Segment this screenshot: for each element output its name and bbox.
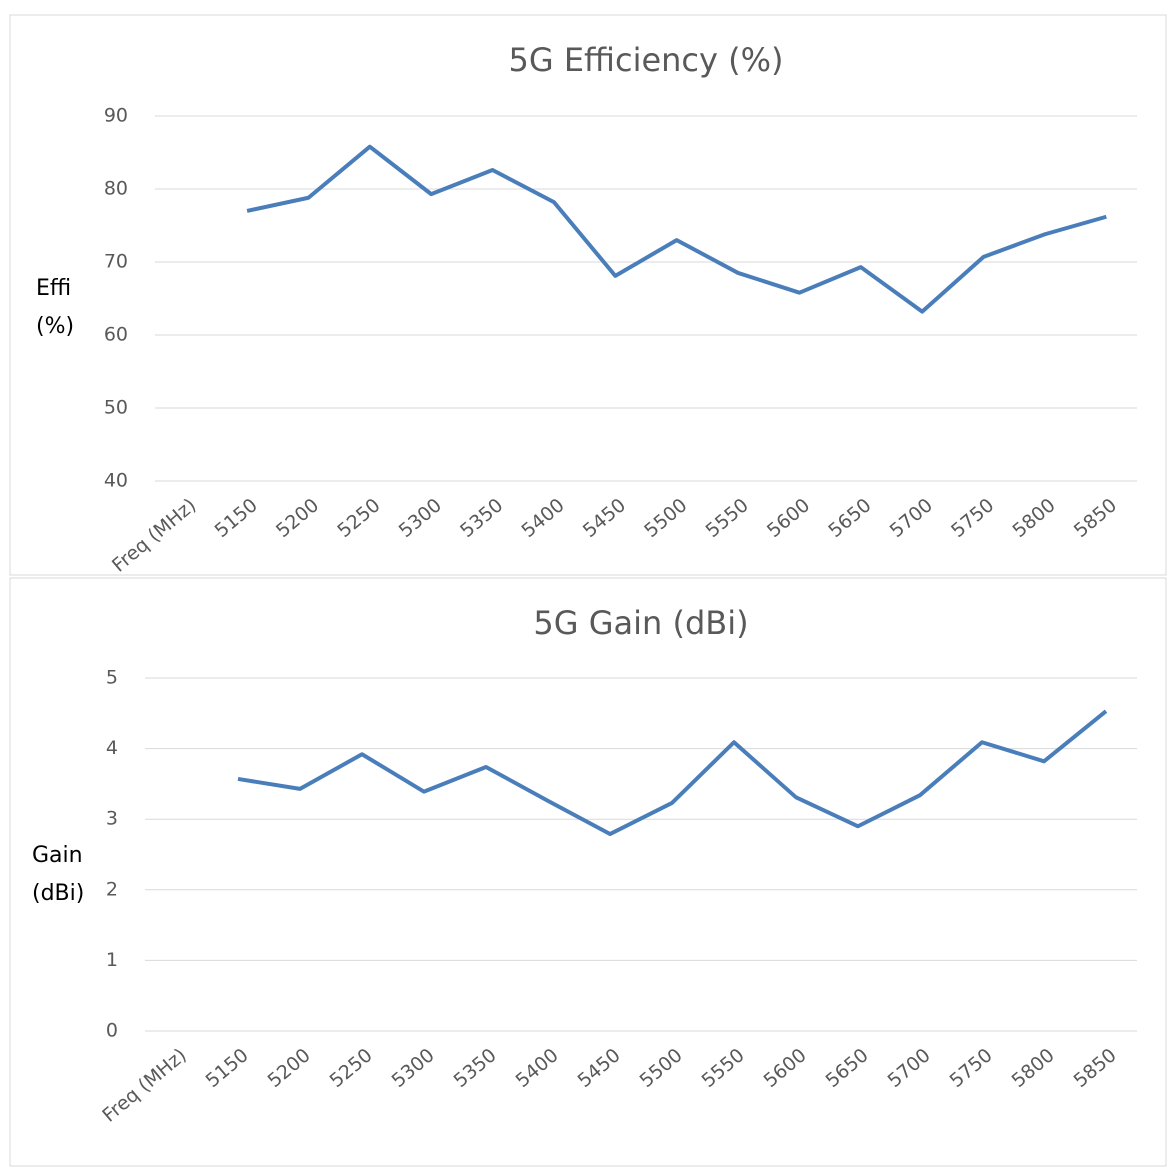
data-line bbox=[237, 709, 1108, 837]
y-axis-label: (dBi) bbox=[32, 881, 84, 906]
y-tick-label: 70 bbox=[104, 251, 128, 273]
y-tick-label: 1 bbox=[106, 949, 118, 971]
chart-title: 5G Gain (dBi) bbox=[533, 604, 748, 642]
y-tick-label: 0 bbox=[106, 1020, 118, 1042]
y-axis-label: Effi bbox=[36, 276, 71, 301]
y-axis-label: Gain bbox=[32, 843, 83, 868]
chart-title: 5G Efficiency (%) bbox=[508, 41, 783, 79]
y-tick-label: 80 bbox=[104, 178, 128, 200]
y-tick-label: 50 bbox=[104, 397, 128, 419]
data-line bbox=[246, 144, 1107, 314]
y-tick-label: 3 bbox=[106, 808, 118, 830]
y-tick-label: 5 bbox=[106, 667, 118, 689]
y-tick-label: 2 bbox=[106, 878, 118, 900]
y-tick-label: 60 bbox=[104, 324, 128, 346]
y-tick-label: 90 bbox=[104, 105, 128, 127]
y-tick-label: 4 bbox=[106, 737, 118, 759]
chart-frame bbox=[9, 14, 1167, 576]
y-tick-label: 40 bbox=[104, 470, 128, 492]
chart-frame bbox=[9, 577, 1167, 1167]
y-axis-label: (%) bbox=[36, 314, 74, 339]
